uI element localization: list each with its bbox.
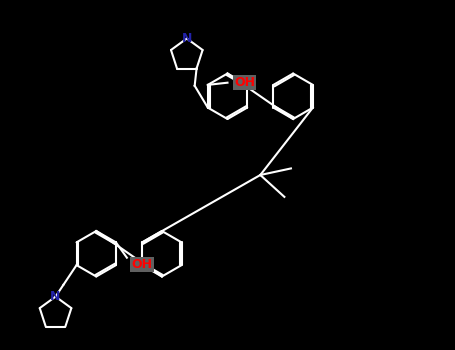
Text: OH: OH — [234, 76, 255, 89]
Text: OH: OH — [131, 258, 152, 271]
Text: N: N — [51, 290, 61, 303]
Text: N: N — [182, 32, 192, 45]
